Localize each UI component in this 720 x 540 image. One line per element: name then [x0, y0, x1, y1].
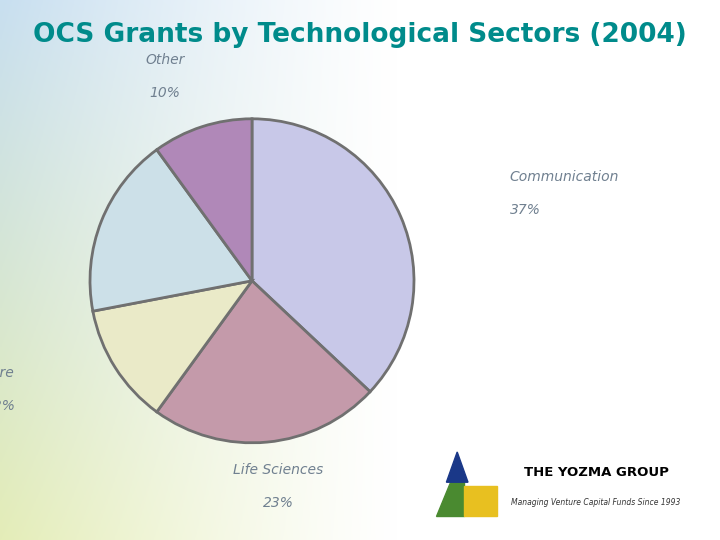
Polygon shape — [446, 452, 468, 482]
Text: Software: Software — [0, 366, 15, 380]
Text: Managing Venture Capital Funds Since 1993: Managing Venture Capital Funds Since 199… — [511, 498, 681, 507]
Wedge shape — [90, 150, 252, 311]
Polygon shape — [464, 486, 497, 516]
Text: 10%: 10% — [150, 86, 181, 100]
Text: Communication: Communication — [510, 170, 619, 184]
Wedge shape — [157, 119, 252, 281]
Text: THE YOZMA GROUP: THE YOZMA GROUP — [523, 466, 669, 479]
Text: 23%: 23% — [263, 496, 294, 510]
Text: OCS Grants by Technological Sectors (2004): OCS Grants by Technological Sectors (200… — [33, 22, 687, 48]
Wedge shape — [93, 281, 252, 412]
Text: 37%: 37% — [510, 202, 541, 217]
Text: Life Sciences: Life Sciences — [233, 463, 323, 477]
Text: Other: Other — [145, 53, 185, 67]
Wedge shape — [157, 281, 370, 443]
Wedge shape — [252, 119, 414, 392]
Text: 12%: 12% — [0, 399, 15, 413]
Polygon shape — [436, 482, 464, 516]
